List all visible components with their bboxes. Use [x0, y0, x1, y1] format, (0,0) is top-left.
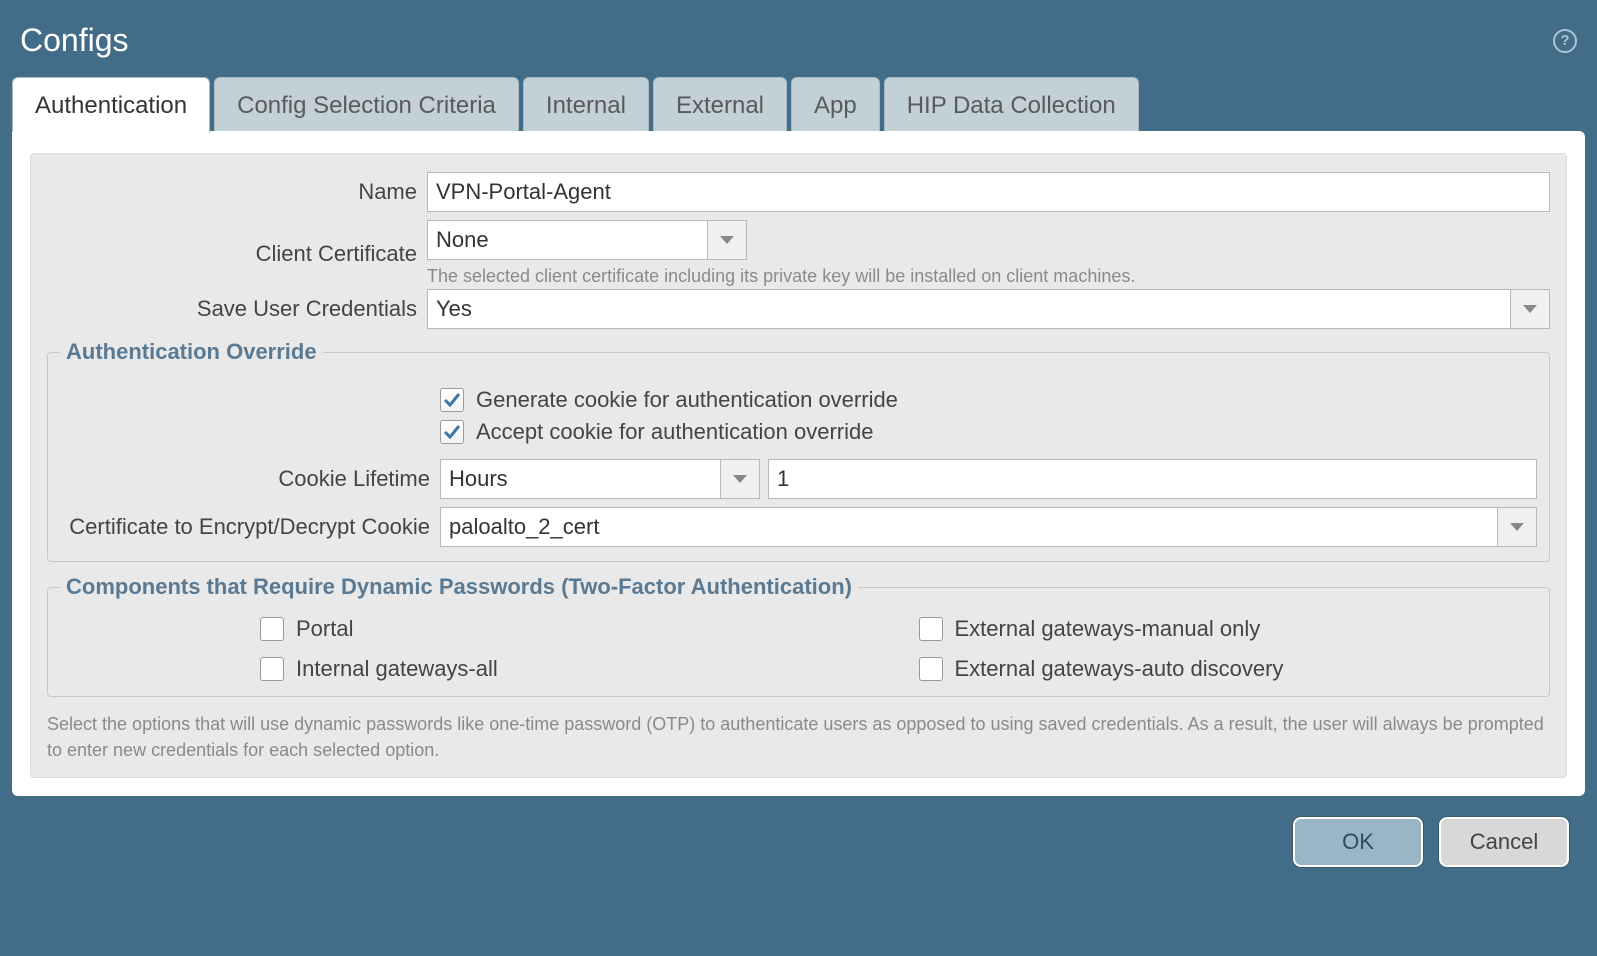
tab-strip: Authentication Config Selection Criteria… [0, 77, 1597, 132]
two-factor-legend: Components that Require Dynamic Password… [60, 574, 858, 600]
cert-encrypt-dropdown-button[interactable] [1497, 507, 1537, 547]
chevron-down-icon [1510, 523, 1524, 531]
cookie-lifetime-unit-dropdown-button[interactable] [720, 459, 760, 499]
cert-encrypt-label: Certificate to Encrypt/Decrypt Cookie [60, 514, 440, 540]
chevron-down-icon [1523, 305, 1537, 313]
cookie-lifetime-value-input[interactable] [768, 459, 1537, 499]
page-title: Configs [20, 22, 129, 59]
help-icon[interactable]: ? [1553, 29, 1577, 53]
tab-authentication[interactable]: Authentication [12, 77, 210, 132]
cancel-button[interactable]: Cancel [1439, 817, 1569, 867]
auth-override-section: Authentication Override Generate cookie … [47, 339, 1550, 562]
ext-manual-checkbox[interactable] [919, 617, 943, 641]
tab-internal[interactable]: Internal [523, 77, 649, 132]
generate-cookie-label: Generate cookie for authentication overr… [476, 387, 898, 413]
save-creds-label: Save User Credentials [47, 296, 427, 322]
client-cert-select[interactable] [427, 220, 707, 260]
name-label: Name [47, 179, 427, 205]
client-cert-label: Client Certificate [47, 241, 427, 267]
tab-hip-data-collection[interactable]: HIP Data Collection [884, 77, 1139, 132]
ext-auto-checkbox-label: External gateways-auto discovery [955, 656, 1284, 682]
generate-cookie-checkbox[interactable] [440, 388, 464, 412]
tab-app[interactable]: App [791, 77, 880, 132]
chevron-down-icon [733, 475, 747, 483]
client-cert-hint: The selected client certificate includin… [427, 266, 1550, 287]
save-creds-select[interactable] [427, 289, 1510, 329]
accept-cookie-label: Accept cookie for authentication overrid… [476, 419, 873, 445]
two-factor-footnote: Select the options that will use dynamic… [47, 711, 1550, 763]
two-factor-section: Components that Require Dynamic Password… [47, 574, 1550, 697]
portal-checkbox-label: Portal [296, 616, 353, 642]
ok-button[interactable]: OK [1293, 817, 1423, 867]
int-all-checkbox-label: Internal gateways-all [296, 656, 498, 682]
save-creds-dropdown-button[interactable] [1510, 289, 1550, 329]
tab-config-selection-criteria[interactable]: Config Selection Criteria [214, 77, 519, 132]
auth-override-legend: Authentication Override [60, 339, 323, 365]
cert-encrypt-select[interactable] [440, 507, 1497, 547]
tab-external[interactable]: External [653, 77, 787, 132]
cookie-lifetime-unit-select[interactable] [440, 459, 720, 499]
cookie-lifetime-label: Cookie Lifetime [60, 466, 440, 492]
client-cert-dropdown-button[interactable] [707, 220, 747, 260]
name-input[interactable] [427, 172, 1550, 212]
accept-cookie-checkbox[interactable] [440, 420, 464, 444]
chevron-down-icon [720, 236, 734, 244]
int-all-checkbox[interactable] [260, 657, 284, 681]
ext-manual-checkbox-label: External gateways-manual only [955, 616, 1261, 642]
portal-checkbox[interactable] [260, 617, 284, 641]
ext-auto-checkbox[interactable] [919, 657, 943, 681]
